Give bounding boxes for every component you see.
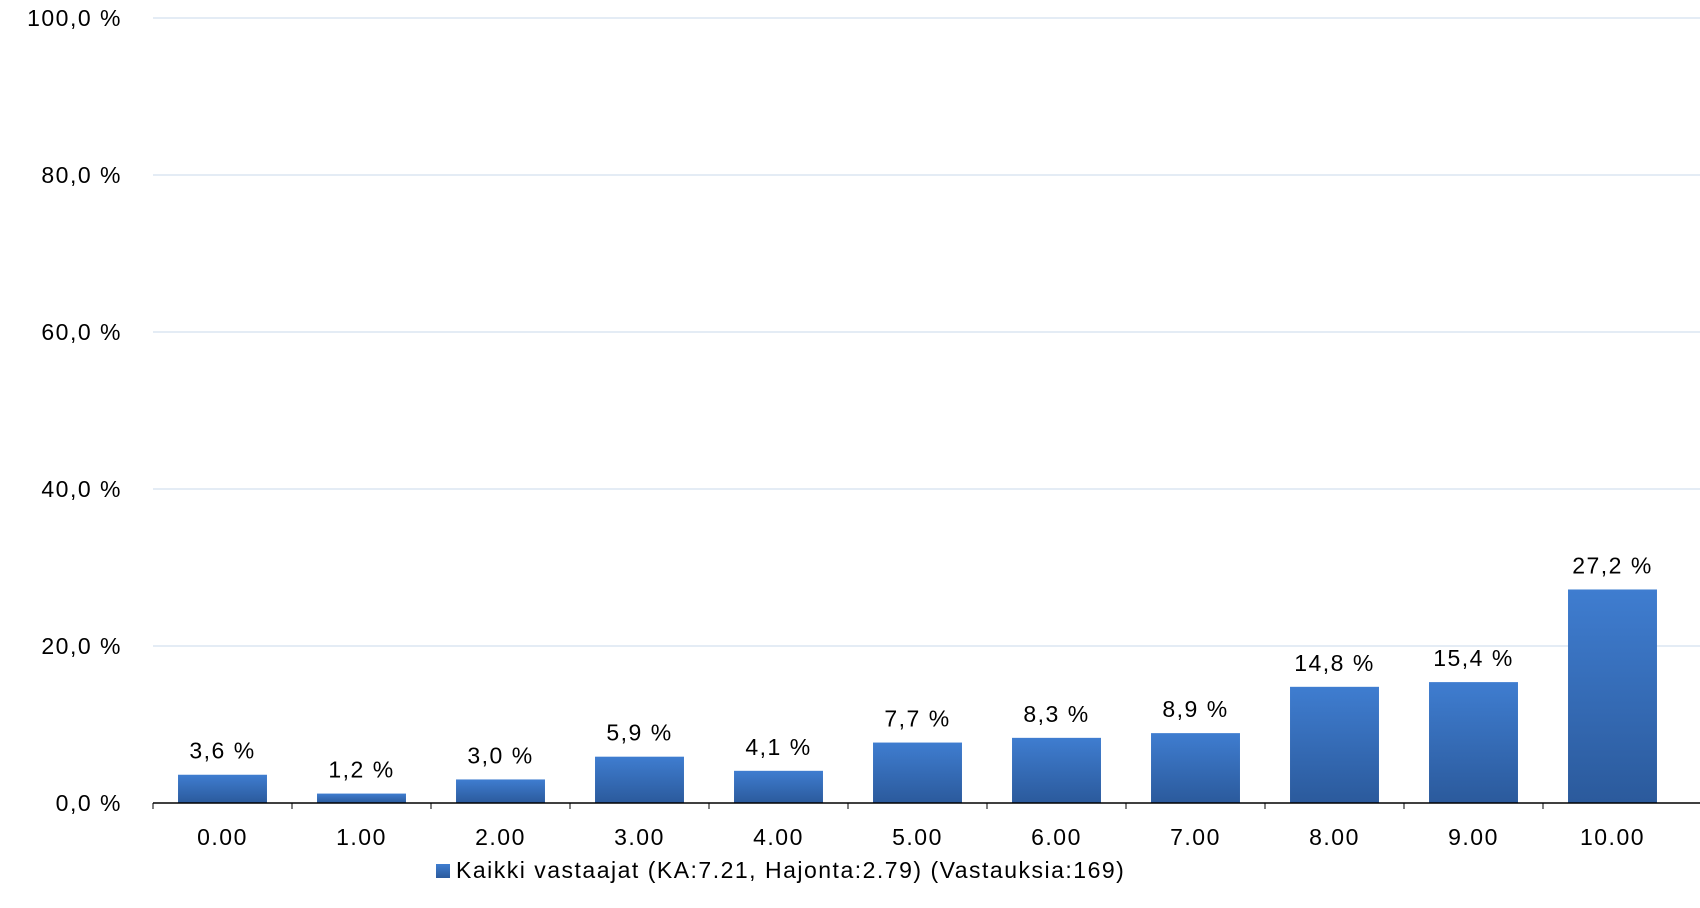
bars (178, 589, 1657, 803)
x-tick-label: 8.00 (1309, 824, 1360, 850)
bar (1568, 589, 1657, 803)
bar (1290, 686, 1379, 803)
data-label: 7,7 % (884, 706, 950, 732)
labels: 0,0 % 20,0 % 40,0 % 60,0 % 80,0 % 100,0 % 0.00… (27, 5, 1653, 850)
x-tick-label: 2.00 (475, 824, 526, 850)
legend-label: Kaikki vastaajat (KA:7.21, Hajonta:2.79)… (456, 857, 1126, 883)
y-tick-label: 60,0 % (41, 319, 122, 345)
x-tick-label: 9.00 (1448, 824, 1499, 850)
legend-swatch (436, 863, 450, 878)
legend: Kaikki vastaajat (KA:7.21, Hajonta:2.79)… (436, 857, 1125, 884)
y-tick-label: 0,0 % (56, 790, 122, 816)
bar (1429, 682, 1518, 803)
y-tick-label: 100,0 % (27, 5, 122, 31)
bar (456, 779, 545, 803)
data-label: 8,3 % (1023, 701, 1089, 727)
bar (734, 770, 823, 803)
bar (1012, 737, 1101, 803)
x-tick-label: 3.00 (614, 824, 665, 850)
data-label: 5,9 % (606, 720, 672, 746)
x-tick-label: 10.00 (1580, 824, 1645, 850)
data-label: 4,1 % (745, 734, 811, 760)
y-tick-label: 20,0 % (41, 633, 122, 659)
data-label: 14,8 % (1294, 650, 1375, 676)
data-label: 15,4 % (1433, 645, 1514, 671)
bar (317, 793, 406, 803)
x-tick-label: 6.00 (1031, 824, 1082, 850)
data-label: 1,2 % (328, 757, 394, 783)
y-tick-label: 40,0 % (41, 476, 122, 502)
gridlines (153, 17, 1700, 647)
bar (873, 742, 962, 803)
bar (178, 774, 267, 803)
x-tick-label: 0.00 (197, 824, 248, 850)
bar (1151, 733, 1240, 803)
data-label: 27,2 % (1572, 552, 1653, 578)
x-tick-label: 4.00 (753, 824, 804, 850)
axes (152, 802, 1700, 809)
data-label: 8,9 % (1162, 696, 1228, 722)
x-tick-label: 1.00 (336, 824, 387, 850)
data-label: 3,6 % (189, 738, 255, 764)
data-label: 3,0 % (467, 742, 533, 768)
y-tick-label: 80,0 % (41, 162, 122, 188)
x-tick-label: 5.00 (892, 824, 943, 850)
x-tick-label: 7.00 (1170, 824, 1221, 850)
bar (595, 756, 684, 803)
